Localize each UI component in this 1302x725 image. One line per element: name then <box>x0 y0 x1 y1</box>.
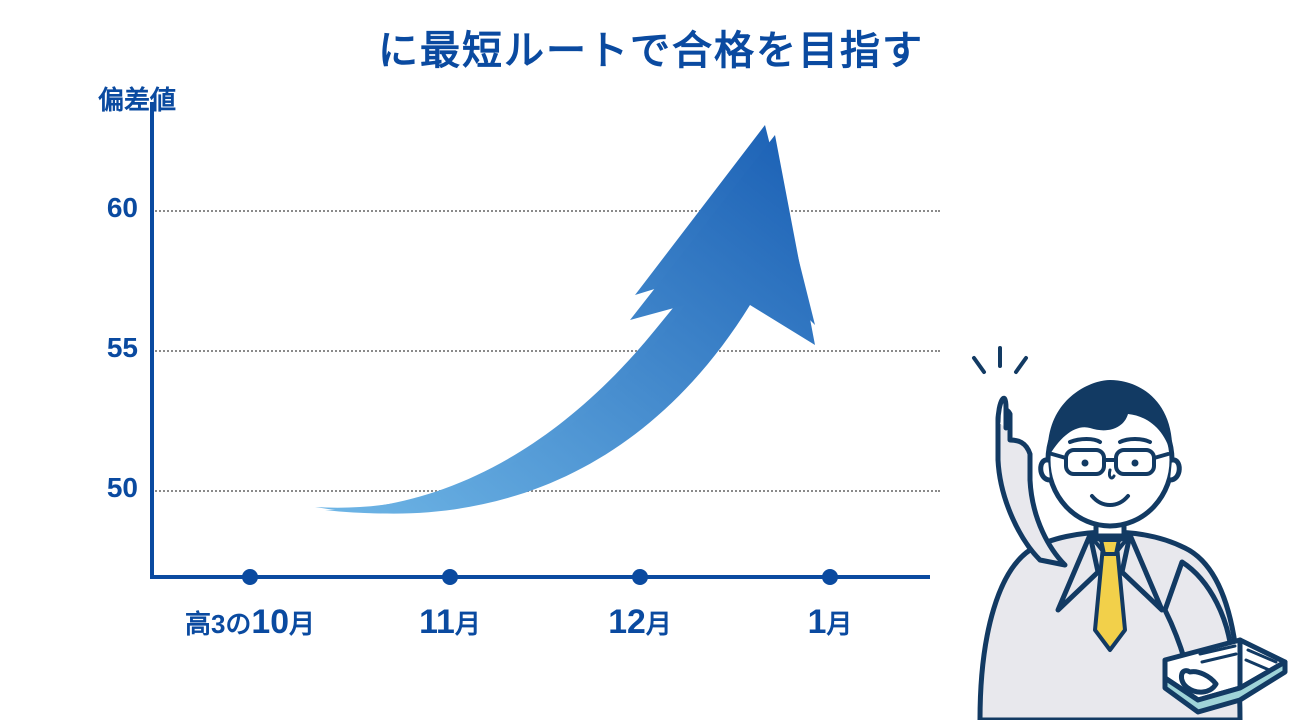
tick-dot-3 <box>822 569 838 585</box>
y-axis-line <box>150 102 154 579</box>
y-label-60: 60 <box>88 192 138 224</box>
y-label-55: 55 <box>88 332 138 364</box>
x-label-0: 高3の10月 <box>160 603 340 642</box>
x-label-1: 11月 <box>360 603 540 642</box>
growth-arrow <box>295 115 855 525</box>
x-label-2: 12月 <box>550 603 730 642</box>
y-label-50: 50 <box>88 472 138 504</box>
x-label-3: 1月 <box>740 603 920 642</box>
y-axis-title: 偏差値 <box>98 80 176 117</box>
chart-area: 偏差値 60 55 50 高3の10月 11月 12月 1月 <box>70 80 970 640</box>
tick-dot-0 <box>242 569 258 585</box>
tick-dot-1 <box>442 569 458 585</box>
tick-dot-2 <box>632 569 648 585</box>
teacher-illustration <box>940 310 1290 720</box>
x-axis-line <box>150 575 930 579</box>
page-title: に最短ルートで合格を目指す <box>378 18 924 76</box>
